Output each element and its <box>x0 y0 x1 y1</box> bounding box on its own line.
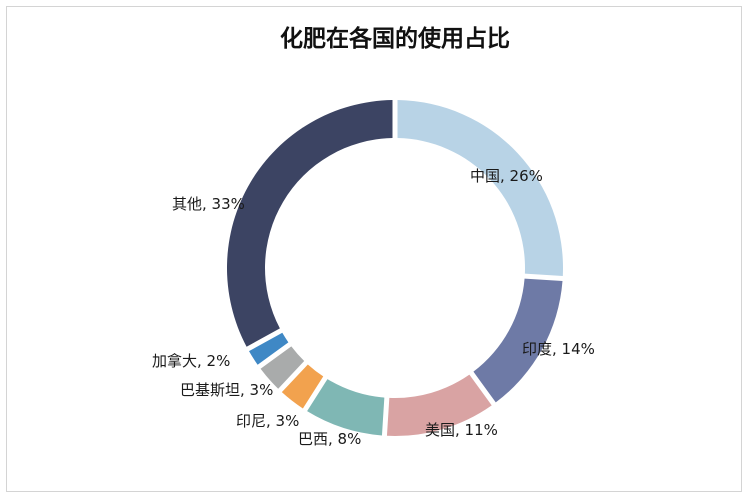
slice-label-7: 加拿大, 2% <box>152 352 230 370</box>
slice-6 <box>260 346 305 389</box>
slice-label-2: 印度, 14% <box>522 340 595 358</box>
slice-labels: 中国, 26% 印度, 14% 美国, 11% 巴西, 8%印尼, 3% 巴基斯坦, 3… <box>152 167 595 448</box>
slice-7 <box>249 332 289 365</box>
donut-slices <box>227 100 563 436</box>
slice-label-5: 印尼, 3% <box>236 412 299 430</box>
slice-4 <box>307 379 385 436</box>
slice-1 <box>397 100 563 277</box>
slice-label-8: 其他, 33% <box>172 195 245 213</box>
slice-label-3: 美国, 11% <box>425 421 498 439</box>
slice-5 <box>281 364 324 409</box>
slice-8 <box>227 100 393 347</box>
slice-label-1: 中国, 26% <box>470 167 543 185</box>
slice-label-4: 巴西, 8% <box>298 430 361 448</box>
slice-3 <box>386 374 492 436</box>
chart-title: 化肥在各国的使用占比 <box>280 25 510 52</box>
slice-label-6: 巴基斯坦, 3% <box>180 381 273 399</box>
slice-2 <box>473 278 563 403</box>
